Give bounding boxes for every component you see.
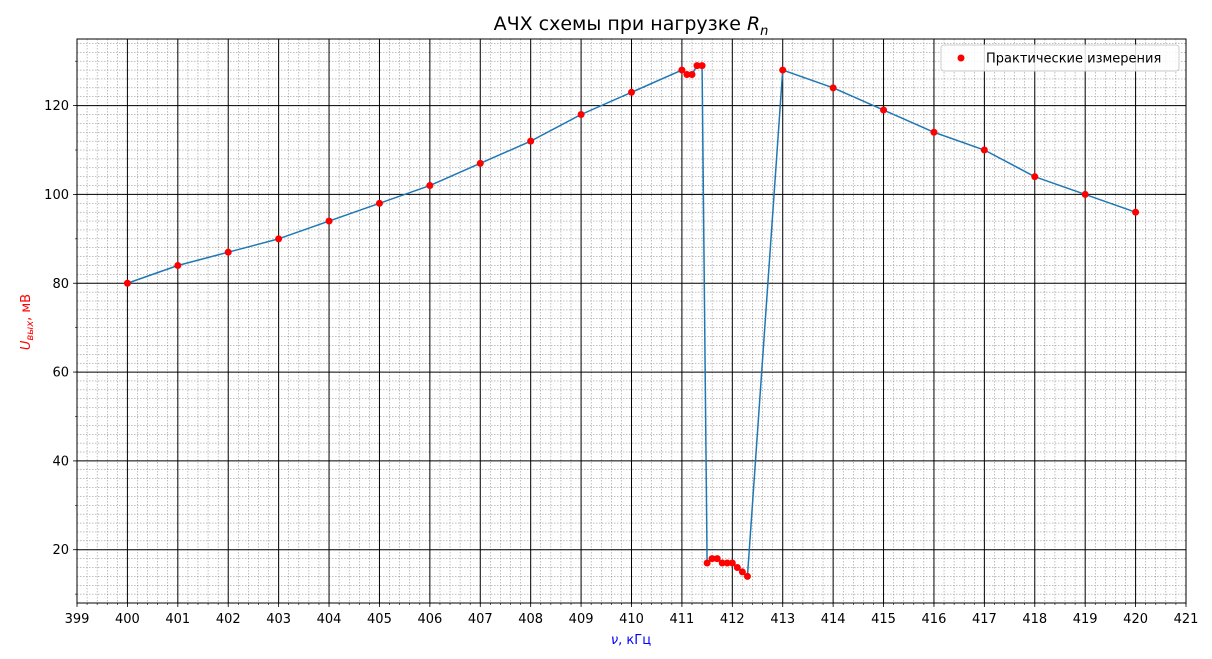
- x-tick-label: 409: [569, 612, 594, 627]
- data-point: [476, 159, 484, 167]
- chart-title-subscript: n: [760, 24, 768, 39]
- data-point: [325, 217, 333, 225]
- x-tick-label: 399: [65, 612, 90, 627]
- x-tick-label: 415: [871, 612, 896, 627]
- x-tick-label: 410: [619, 612, 644, 627]
- y-tick-label: 100: [44, 188, 69, 203]
- data-point: [678, 66, 686, 74]
- y-tick-label: 20: [52, 543, 69, 558]
- data-point: [703, 559, 711, 567]
- data-point: [738, 568, 746, 576]
- legend-marker: [957, 54, 965, 62]
- data-point: [688, 71, 696, 79]
- data-point: [728, 559, 736, 567]
- y-axis-ticks: 20 40 60 80 100 120: [44, 60, 77, 595]
- data-point: [713, 555, 721, 563]
- data-point: [733, 563, 741, 571]
- y-axis-label: Uвых, мВ: [19, 294, 36, 350]
- x-tick-label: 408: [518, 612, 543, 627]
- x-tick-label: 413: [770, 612, 795, 627]
- x-tick-label: 419: [1073, 612, 1098, 627]
- x-tick-label: 407: [468, 612, 493, 627]
- x-tick-label: 404: [317, 612, 342, 627]
- legend-box: [940, 44, 1180, 72]
- x-tick-label: 412: [720, 612, 745, 627]
- data-point: [980, 146, 988, 154]
- x-axis-ticks: 399 400 401 402 403 404 405 406 407 408 409 410 411 4…: [65, 603, 1199, 627]
- x-tick-label: 411: [669, 612, 694, 627]
- x-tick-label: 418: [1022, 612, 1047, 627]
- data-point: [723, 559, 731, 567]
- legend-label: Практические измерения: [986, 52, 1161, 67]
- x-axis-label: ν, кГц: [611, 633, 651, 648]
- data-point: [174, 261, 182, 269]
- x-tick-label: 417: [972, 612, 997, 627]
- data-point: [628, 88, 635, 96]
- data-point: [718, 559, 726, 567]
- x-tick-label: 416: [922, 612, 947, 627]
- x-tick-label: 414: [821, 612, 846, 627]
- data-point: [683, 71, 691, 79]
- x-tick-label: 400: [115, 612, 140, 627]
- y-tick-label: 120: [44, 99, 69, 114]
- data-point: [1132, 208, 1140, 216]
- data-point: [743, 572, 751, 580]
- data-point: [375, 199, 383, 207]
- x-tick-label: 403: [266, 612, 291, 627]
- x-tick-label: 406: [417, 612, 442, 627]
- chart-title-symbol: R: [747, 13, 760, 35]
- data-point: [275, 235, 283, 243]
- x-tick-label: 405: [367, 612, 392, 627]
- data-point: [829, 84, 837, 92]
- legend: Практические измерения: [940, 44, 1180, 72]
- y-axis-label-rest: , мВ: [19, 294, 34, 321]
- x-tick-label: 421: [1174, 612, 1199, 627]
- major-grid: [76, 39, 1187, 603]
- y-axis-label-symbol: U: [19, 340, 34, 350]
- data-point: [527, 137, 535, 145]
- x-axis-label-rest: , кГц: [618, 633, 651, 648]
- data-point: [880, 106, 888, 114]
- data-point: [779, 66, 787, 74]
- chart-title: АЧХ схемы при нагрузке Rn: [494, 13, 769, 39]
- data-point: [1031, 173, 1039, 181]
- x-axis-label-symbol: ν: [611, 633, 618, 648]
- chart-title-prefix: АЧХ схемы при нагрузке: [494, 13, 747, 35]
- data-point: [224, 248, 232, 256]
- data-point: [577, 110, 585, 118]
- data-point: [123, 279, 131, 287]
- y-axis-label-subscript: вых: [25, 321, 36, 341]
- y-tick-label: 60: [52, 366, 69, 381]
- data-point: [708, 555, 716, 563]
- series-points-group: [123, 62, 1140, 580]
- data-point: [698, 62, 706, 70]
- x-tick-label: 401: [165, 612, 190, 627]
- data-point: [1081, 190, 1089, 198]
- x-tick-label: 420: [1123, 612, 1148, 627]
- y-tick-label: 80: [52, 277, 69, 292]
- data-point: [930, 128, 938, 136]
- x-tick-label: 402: [216, 612, 241, 627]
- data-point: [693, 62, 701, 70]
- y-tick-label: 40: [52, 454, 69, 469]
- data-point: [426, 182, 434, 190]
